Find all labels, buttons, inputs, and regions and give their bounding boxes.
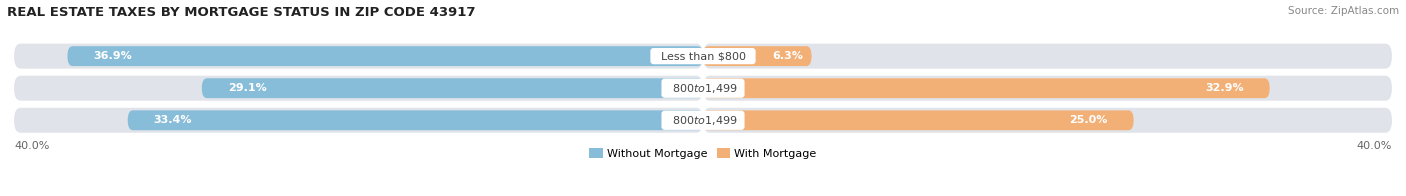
FancyBboxPatch shape [703,46,811,66]
Text: 40.0%: 40.0% [14,141,49,151]
Text: Less than $800: Less than $800 [654,51,752,61]
FancyBboxPatch shape [703,108,1392,133]
FancyBboxPatch shape [14,76,703,101]
FancyBboxPatch shape [128,110,703,130]
Legend: Without Mortgage, With Mortgage: Without Mortgage, With Mortgage [589,148,817,159]
Text: 29.1%: 29.1% [228,83,266,93]
Text: 33.4%: 33.4% [153,115,193,125]
FancyBboxPatch shape [703,110,1133,130]
Text: 25.0%: 25.0% [1070,115,1108,125]
FancyBboxPatch shape [202,78,703,98]
Text: 40.0%: 40.0% [1357,141,1392,151]
FancyBboxPatch shape [703,76,1392,101]
FancyBboxPatch shape [14,108,703,133]
Text: 32.9%: 32.9% [1205,83,1244,93]
FancyBboxPatch shape [703,44,1392,69]
Text: 36.9%: 36.9% [93,51,132,61]
FancyBboxPatch shape [67,46,703,66]
Text: Source: ZipAtlas.com: Source: ZipAtlas.com [1288,6,1399,16]
Text: $800 to $1,499: $800 to $1,499 [665,82,741,95]
Text: 6.3%: 6.3% [772,51,803,61]
Text: REAL ESTATE TAXES BY MORTGAGE STATUS IN ZIP CODE 43917: REAL ESTATE TAXES BY MORTGAGE STATUS IN … [7,6,475,19]
Text: $800 to $1,499: $800 to $1,499 [665,114,741,127]
FancyBboxPatch shape [14,44,703,69]
FancyBboxPatch shape [703,78,1270,98]
